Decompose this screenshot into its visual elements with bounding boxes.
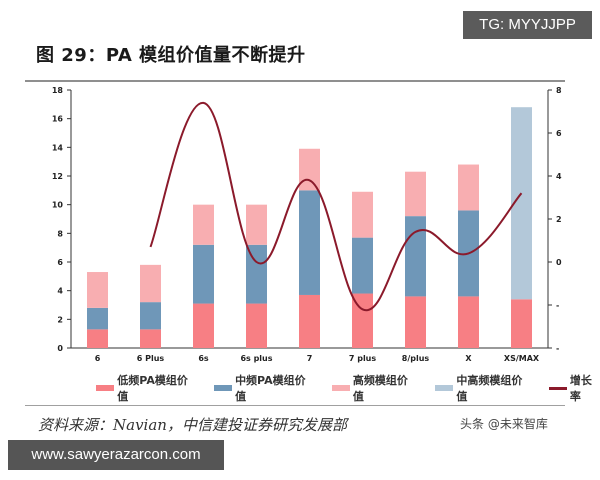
- legend-swatch-icon: [96, 385, 115, 391]
- tg-watermark-badge: TG: MYYJJPP: [463, 11, 592, 39]
- right-axis-tick-label: 0: [556, 258, 562, 267]
- source-note: 资料来源：Navian，中信建投证券研究发展部: [38, 416, 347, 434]
- legend-label: 中频PA模组价值: [235, 374, 306, 403]
- legend-label: 高频模组价值: [352, 374, 408, 403]
- x-axis-label: 6 Plus: [137, 354, 165, 363]
- bar-segment: [405, 216, 426, 297]
- bar-segment: [246, 303, 267, 348]
- figure-title: 图 29：PA 模组价值量不断提升: [36, 45, 306, 66]
- legend-label: 低频PA模组价值: [117, 374, 188, 403]
- left-axis-tick-label: 10: [52, 201, 64, 210]
- x-axis-label: 6: [95, 354, 101, 363]
- legend-item: 中高频模组价值: [435, 372, 527, 404]
- legend-item: 高频模组价值: [331, 372, 414, 404]
- legend-swatch-icon: [435, 385, 454, 391]
- bar-segment: [458, 296, 479, 348]
- bar-segment: [87, 329, 108, 348]
- bar-segment: [299, 148, 320, 191]
- bar-segment: [458, 164, 479, 211]
- left-axis-tick-label: 2: [57, 315, 63, 324]
- bottom-divider: [25, 405, 565, 406]
- bar-segment: [299, 190, 320, 295]
- left-axis-tick-label: 14: [52, 143, 64, 152]
- right-axis-tick-label: -: [556, 301, 559, 310]
- website-badge: www.sawyerazarcon.com: [8, 440, 224, 470]
- left-axis-tick-label: 18: [52, 86, 64, 95]
- right-axis-tick-label: 4: [556, 172, 562, 181]
- x-axis-label: X: [465, 354, 472, 363]
- legend-item: 中频PA模组价值: [213, 372, 310, 404]
- left-axis-tick-label: 6: [57, 258, 63, 267]
- x-axis-label: 6s: [198, 354, 209, 363]
- bar-segment: [193, 244, 214, 304]
- bar-segment: [246, 204, 267, 245]
- x-axis-label: 8/plus: [402, 354, 430, 363]
- legend-item: 增长率: [548, 372, 600, 404]
- toutiao-watermark: 头条 @未来智库: [460, 417, 548, 431]
- x-axis-label: 7: [307, 354, 313, 363]
- right-axis-tick-label: 6: [556, 129, 562, 138]
- bar-segment: [193, 303, 214, 348]
- bar-segment: [352, 237, 373, 294]
- x-axis-label: 7 plus: [349, 354, 377, 363]
- bar-segment: [511, 107, 532, 300]
- bar-segment: [87, 307, 108, 330]
- legend-swatch-icon: [331, 385, 350, 391]
- bar-segment: [405, 296, 426, 348]
- bar-segment: [193, 204, 214, 245]
- left-axis-tick-label: 4: [57, 287, 63, 296]
- growth-rate-line: [149, 101, 523, 312]
- bar-segment: [87, 272, 108, 308]
- left-axis-tick-label: 16: [52, 115, 64, 124]
- left-axis-tick-label: 0: [57, 344, 63, 353]
- left-axis-tick-label: 12: [52, 172, 63, 181]
- right-axis-tick-label: 2: [556, 215, 562, 224]
- legend-swatch-icon: [213, 385, 233, 391]
- right-axis-tick-label: 8: [556, 86, 562, 95]
- bar-segment: [352, 191, 373, 238]
- chart-legend: 低频PA模组价值 中频PA模组价值 高频模组价值 中高频模组价值 增长率: [96, 372, 600, 404]
- bar-segment: [140, 264, 161, 303]
- bar-segment: [246, 244, 267, 304]
- bar-segment: [299, 294, 320, 348]
- bar-segment: [405, 171, 426, 217]
- left-axis-tick-label: 8: [57, 229, 63, 238]
- legend-label: 增长率: [569, 374, 592, 403]
- x-axis-label: 6s plus: [240, 354, 272, 363]
- x-axis-label: XS/MAX: [504, 354, 540, 363]
- top-divider: [25, 80, 565, 82]
- legend-label: 中高频模组价值: [456, 374, 523, 403]
- legend-item: 低频PA模组价值: [96, 372, 192, 404]
- bar-segment: [511, 299, 532, 348]
- bar-segment: [352, 293, 373, 348]
- right-axis-tick-label: -: [556, 344, 559, 353]
- legend-swatch-icon: [548, 386, 567, 390]
- bar-segment: [140, 302, 161, 330]
- bar-segment: [140, 329, 161, 348]
